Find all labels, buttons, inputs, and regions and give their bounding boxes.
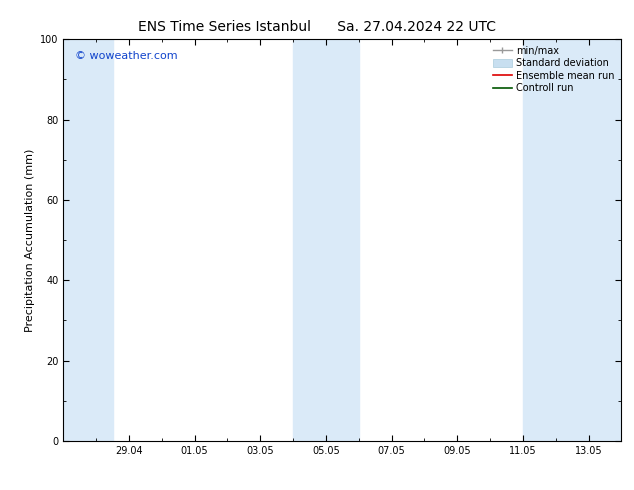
Text: ENS Time Series Istanbul      Sa. 27.04.2024 22 UTC: ENS Time Series Istanbul Sa. 27.04.2024 … <box>138 20 496 34</box>
Bar <box>523 39 621 441</box>
Y-axis label: Precipitation Accumulation (mm): Precipitation Accumulation (mm) <box>25 148 35 332</box>
Legend: min/max, Standard deviation, Ensemble mean run, Controll run: min/max, Standard deviation, Ensemble me… <box>491 44 616 95</box>
Bar <box>63 39 113 441</box>
Text: © woweather.com: © woweather.com <box>75 51 177 61</box>
Bar <box>293 39 359 441</box>
